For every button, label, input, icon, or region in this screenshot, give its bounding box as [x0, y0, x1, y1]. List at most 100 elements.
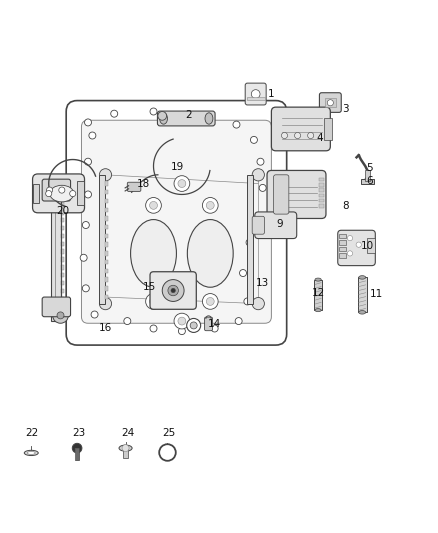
FancyBboxPatch shape	[272, 107, 330, 151]
Ellipse shape	[205, 113, 213, 124]
Text: 3: 3	[343, 104, 349, 114]
Circle shape	[159, 444, 176, 461]
Bar	[60, 203, 64, 207]
Bar	[105, 269, 108, 273]
Bar	[339, 240, 346, 245]
Circle shape	[206, 297, 214, 305]
Circle shape	[85, 158, 92, 165]
Circle shape	[146, 198, 161, 213]
Circle shape	[168, 285, 178, 296]
Bar	[60, 234, 64, 238]
Text: 9: 9	[277, 219, 283, 229]
Circle shape	[99, 297, 112, 310]
Circle shape	[178, 180, 186, 188]
Bar	[324, 118, 332, 140]
Bar	[105, 243, 108, 247]
Bar	[60, 265, 64, 270]
Text: 23: 23	[72, 429, 85, 438]
Circle shape	[282, 133, 288, 139]
Bar	[105, 181, 108, 185]
Bar	[339, 247, 346, 251]
Bar	[319, 193, 324, 197]
Bar	[105, 295, 108, 299]
Circle shape	[327, 100, 333, 106]
Bar	[367, 238, 375, 253]
Bar	[99, 175, 105, 304]
Bar	[75, 448, 79, 461]
Ellipse shape	[131, 220, 177, 287]
Circle shape	[89, 132, 96, 139]
FancyBboxPatch shape	[150, 272, 196, 309]
Circle shape	[80, 254, 87, 261]
Text: 19: 19	[171, 162, 184, 172]
Circle shape	[259, 184, 266, 191]
Circle shape	[53, 308, 68, 323]
Bar	[60, 226, 64, 230]
Circle shape	[194, 112, 201, 119]
Bar	[319, 178, 324, 181]
Ellipse shape	[315, 278, 321, 281]
Circle shape	[171, 288, 175, 293]
Bar	[319, 204, 324, 207]
Bar	[105, 225, 108, 229]
Bar	[60, 218, 64, 222]
Text: 15: 15	[142, 282, 156, 293]
Bar	[319, 188, 324, 192]
FancyBboxPatch shape	[66, 101, 287, 345]
Bar	[319, 183, 324, 187]
Ellipse shape	[315, 309, 321, 312]
Bar	[105, 216, 108, 221]
Bar	[105, 277, 108, 282]
Bar	[105, 199, 108, 203]
FancyBboxPatch shape	[338, 230, 375, 265]
FancyBboxPatch shape	[205, 317, 212, 330]
Circle shape	[72, 443, 82, 453]
Circle shape	[91, 311, 98, 318]
Circle shape	[211, 325, 218, 332]
Bar	[361, 179, 374, 183]
FancyBboxPatch shape	[245, 83, 266, 105]
Circle shape	[347, 251, 353, 256]
Bar	[33, 183, 39, 203]
Circle shape	[174, 313, 190, 329]
Circle shape	[202, 198, 218, 213]
Ellipse shape	[24, 450, 38, 456]
Text: 10: 10	[361, 240, 374, 251]
Circle shape	[244, 298, 251, 305]
FancyBboxPatch shape	[127, 182, 141, 191]
Text: 24: 24	[122, 429, 135, 438]
Bar	[105, 286, 108, 290]
Circle shape	[162, 280, 184, 302]
Circle shape	[46, 190, 52, 197]
Circle shape	[294, 133, 300, 139]
Circle shape	[187, 318, 201, 333]
FancyBboxPatch shape	[42, 297, 71, 317]
FancyBboxPatch shape	[319, 93, 341, 112]
Circle shape	[146, 294, 161, 309]
Text: 5: 5	[366, 163, 373, 173]
Circle shape	[150, 108, 157, 115]
Bar	[319, 199, 324, 203]
Ellipse shape	[50, 185, 74, 202]
Circle shape	[251, 90, 260, 99]
Ellipse shape	[187, 220, 233, 287]
Circle shape	[347, 236, 353, 241]
Circle shape	[122, 445, 129, 451]
Bar	[124, 448, 128, 458]
Bar	[77, 181, 84, 205]
Bar	[60, 241, 64, 246]
Bar	[358, 277, 367, 312]
Bar	[105, 190, 108, 195]
Bar	[339, 253, 346, 258]
FancyBboxPatch shape	[267, 171, 326, 219]
Bar	[60, 304, 64, 309]
Text: 22: 22	[25, 429, 39, 438]
Bar	[60, 312, 64, 317]
Circle shape	[190, 322, 197, 329]
Circle shape	[174, 176, 190, 191]
Circle shape	[158, 111, 166, 120]
Circle shape	[257, 158, 264, 165]
Bar	[325, 99, 336, 107]
Bar	[247, 96, 265, 100]
Text: 2: 2	[185, 110, 192, 119]
